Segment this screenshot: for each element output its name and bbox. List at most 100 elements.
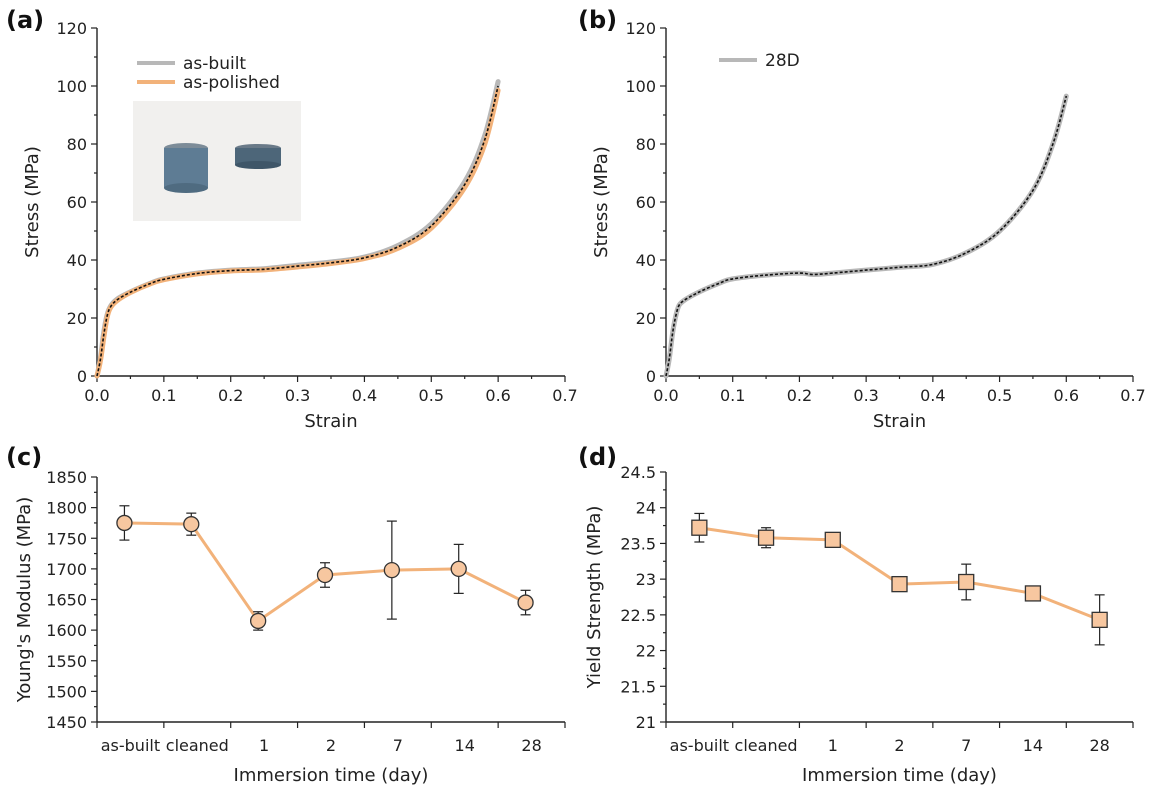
- y-tick-label: 24.5: [620, 463, 656, 482]
- y-tick-label: 40: [67, 251, 87, 270]
- panel-b-axes: 0 20 40 60 80 100 120 0.0 0.1 0.2 0.3 0.4 0.5 0.6 0.7 S…: [591, 19, 1146, 432]
- mean-curve-line: [96, 85, 499, 377]
- x-tick-label: 0.2: [787, 386, 812, 405]
- x-tick-label: 0.1: [720, 386, 745, 405]
- panel-a-series: [94, 79, 501, 379]
- y-tick-label: 1750: [46, 529, 87, 548]
- panel-b-stress-strain: (b) 0 20 40 60 80 100 120 0.0 0.1 0.2 0.3 0.4 0.5 0.6…: [578, 6, 1146, 432]
- y-tick-label: 23.5: [620, 534, 656, 553]
- x-tick-label: 0.7: [1120, 386, 1145, 405]
- data-point-marker: [316, 566, 334, 584]
- x-category-label: 2: [326, 736, 336, 755]
- panel-c-label: (c): [6, 443, 42, 471]
- panel-c-axes: 1450 1500 1550 1600 1650 1700 1750 1800 1850 as-b…: [14, 468, 566, 786]
- x-category-label: 7: [961, 736, 971, 755]
- data-point-marker: [249, 612, 267, 630]
- series-line-28d: [663, 93, 1069, 379]
- x-tick-label: 0.6: [485, 386, 510, 405]
- y-tick-label: 24: [636, 499, 656, 518]
- data-point-marker: [824, 531, 841, 549]
- panel-b-legend: 28D: [719, 51, 800, 71]
- x-tick-label: 0.7: [552, 386, 577, 405]
- y-tick-label: 0: [646, 367, 656, 386]
- panel-c-series: [116, 505, 534, 631]
- x-axis-title: Strain: [873, 411, 926, 432]
- x-category-label: 2: [894, 736, 904, 755]
- x-category-label: 28: [521, 736, 541, 755]
- legend-label-as-polished: as-polished: [183, 73, 280, 93]
- y-tick-label: 1650: [46, 591, 87, 610]
- x-category-label: 7: [393, 736, 403, 755]
- data-point-marker: [383, 561, 401, 579]
- y-tick-label: 100: [56, 77, 87, 96]
- y-tick-label: 1850: [46, 468, 87, 487]
- specimen-large-bottom: [164, 183, 208, 193]
- data-point-marker: [891, 575, 908, 593]
- y-axis-title: Stress (MPa): [591, 146, 612, 258]
- y-tick-label: 20: [636, 309, 656, 328]
- y-tick-label: 21: [636, 713, 656, 732]
- legend-label-28d: 28D: [765, 51, 800, 71]
- x-category-label: as-built: [670, 736, 729, 755]
- data-point-marker: [958, 573, 975, 591]
- x-tick-label: 0.5: [987, 386, 1012, 405]
- y-axis-title: Yield Strength (MPa): [584, 506, 605, 690]
- panel-b-series: [663, 93, 1069, 379]
- panel-c-youngs-modulus: (c) 1450 1500 1550 1600 1650 1700 1750 1800 1850…: [6, 443, 566, 786]
- y-tick-label: 22: [636, 642, 656, 661]
- x-category-label: 28: [1089, 736, 1109, 755]
- x-category-label: cleaned: [735, 736, 798, 755]
- y-tick-label: 80: [67, 135, 87, 154]
- y-tick-label: 60: [636, 193, 656, 212]
- panel-b-label: (b): [578, 6, 617, 34]
- data-point-marker: [450, 560, 467, 578]
- x-tick-label: 0.4: [920, 386, 945, 405]
- y-tick-label: 40: [636, 251, 656, 270]
- data-point-marker: [116, 514, 133, 532]
- specimen-small-body: [235, 148, 281, 165]
- x-tick-label: 0.4: [352, 386, 377, 405]
- y-axis-title: Young's Modulus (MPa): [14, 497, 35, 703]
- y-tick-label: 1800: [46, 499, 87, 518]
- y-tick-label: 1450: [46, 713, 87, 732]
- y-tick-label: 1600: [46, 621, 87, 640]
- panel-d-label: (d): [578, 443, 617, 471]
- y-tick-label: 0: [77, 367, 87, 386]
- x-tick-label: 0.1: [151, 386, 176, 405]
- x-tick-label: 0.6: [1054, 386, 1079, 405]
- x-axis-title: Immersion time (day): [802, 765, 997, 786]
- x-tick-label: 0.3: [853, 386, 878, 405]
- specimen-small-bottom: [235, 161, 281, 169]
- y-tick-label: 1550: [46, 652, 87, 671]
- y-axis-title: Stress (MPa): [22, 146, 43, 258]
- y-tick-label: 1700: [46, 560, 87, 579]
- specimen-photo-inset: [133, 101, 301, 221]
- x-category-label: 1: [828, 736, 838, 755]
- y-tick-label: 21.5: [620, 677, 656, 696]
- y-tick-label: 1500: [46, 682, 87, 701]
- data-point-marker: [1024, 585, 1042, 602]
- data-point-marker: [1091, 611, 1108, 629]
- y-tick-label: 120: [625, 19, 656, 38]
- x-tick-label: 0.0: [84, 386, 109, 405]
- y-tick-label: 80: [636, 135, 656, 154]
- x-axis-title: Strain: [304, 411, 357, 432]
- data-point-marker: [517, 594, 534, 611]
- mean-curve-line: [665, 95, 1068, 377]
- x-category-label: 14: [1023, 736, 1043, 755]
- x-category-label: 1: [259, 736, 269, 755]
- y-tick-label: 60: [67, 193, 87, 212]
- panel-d-series: [691, 512, 1108, 646]
- data-point-marker: [757, 529, 775, 546]
- panel-a-legend: as-built as-polished: [137, 54, 280, 93]
- panel-a-axes: 0 20 40 60 80 100 120 0.0 0.1 0.2 0.3 0.4 0.5 0.6 0.7 S…: [22, 19, 578, 432]
- data-point-marker: [691, 519, 708, 536]
- y-tick-label: 22.5: [620, 606, 656, 625]
- panel-a-stress-strain: (a) 0 20 40 60 80 100 120 0.0 0.1 0.2 0.3 0.4 0.5 0.6…: [6, 6, 578, 432]
- x-tick-label: 0.2: [218, 386, 243, 405]
- x-tick-label: 0.0: [653, 386, 678, 405]
- specimen-large-body: [164, 148, 208, 188]
